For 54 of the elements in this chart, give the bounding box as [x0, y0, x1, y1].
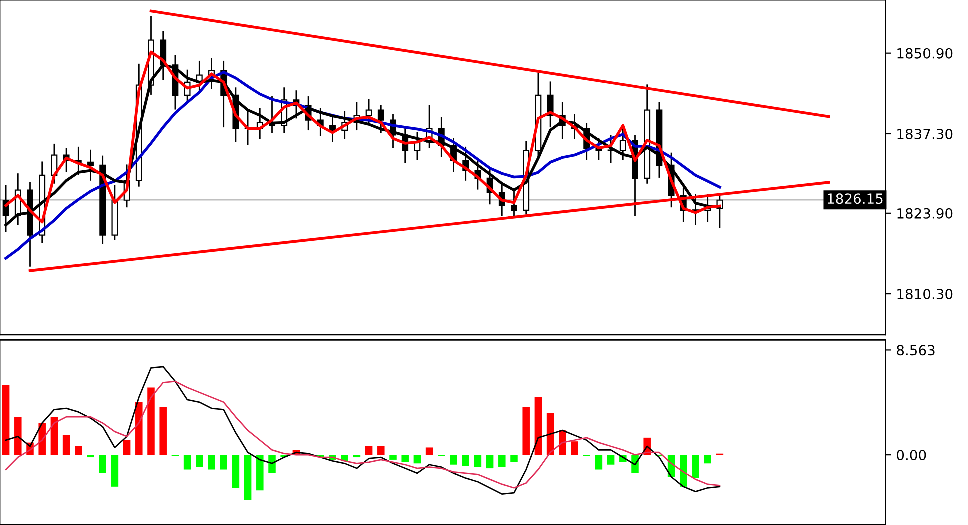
bar	[522, 407, 530, 456]
bar	[426, 448, 434, 456]
bar	[87, 455, 94, 458]
bar	[232, 455, 240, 488]
bar	[2, 385, 10, 456]
bar	[244, 455, 252, 500]
bar	[99, 455, 106, 474]
y-tick-label: 8.563	[897, 345, 935, 356]
bar	[474, 455, 482, 468]
bar	[704, 455, 712, 464]
bar	[402, 455, 409, 462]
bar	[208, 455, 216, 470]
bar	[75, 446, 82, 456]
candlestick	[330, 117, 336, 142]
bar	[378, 446, 385, 456]
y-tick-label: 0.00	[897, 450, 926, 461]
bar	[486, 455, 494, 469]
bar	[607, 455, 615, 465]
bar	[14, 417, 22, 456]
bar	[123, 440, 131, 456]
bar	[184, 455, 192, 470]
y-tick-label: 1837.30	[898, 128, 953, 140]
y-tick-label: 1810.30	[898, 289, 953, 300]
bar	[450, 455, 458, 465]
bar	[462, 455, 470, 466]
bar	[692, 455, 700, 478]
bar	[62, 435, 70, 456]
bar	[390, 455, 397, 460]
candlestick	[378, 105, 384, 134]
bar	[196, 455, 204, 468]
line-series	[5, 380, 721, 489]
bar	[148, 388, 155, 456]
ref-line-label: 1826.15	[828, 194, 883, 204]
bar	[498, 455, 506, 468]
y-tick-label: 1823.90	[898, 208, 953, 219]
bar	[50, 417, 58, 456]
bar	[268, 455, 276, 474]
bar	[256, 455, 264, 491]
bar	[510, 455, 518, 462]
bar	[414, 455, 422, 464]
bar	[571, 442, 578, 456]
bar	[220, 455, 228, 470]
y-tick-label: 1850.90	[898, 48, 953, 59]
bar	[160, 407, 167, 456]
bar	[595, 455, 603, 470]
candlestick	[88, 150, 94, 181]
bar	[353, 455, 361, 458]
bar	[534, 398, 542, 456]
bar	[680, 455, 688, 487]
line-series	[5, 366, 721, 495]
bar	[136, 402, 143, 456]
bar	[111, 455, 119, 487]
bar	[365, 446, 373, 456]
candlestick	[620, 126, 626, 160]
